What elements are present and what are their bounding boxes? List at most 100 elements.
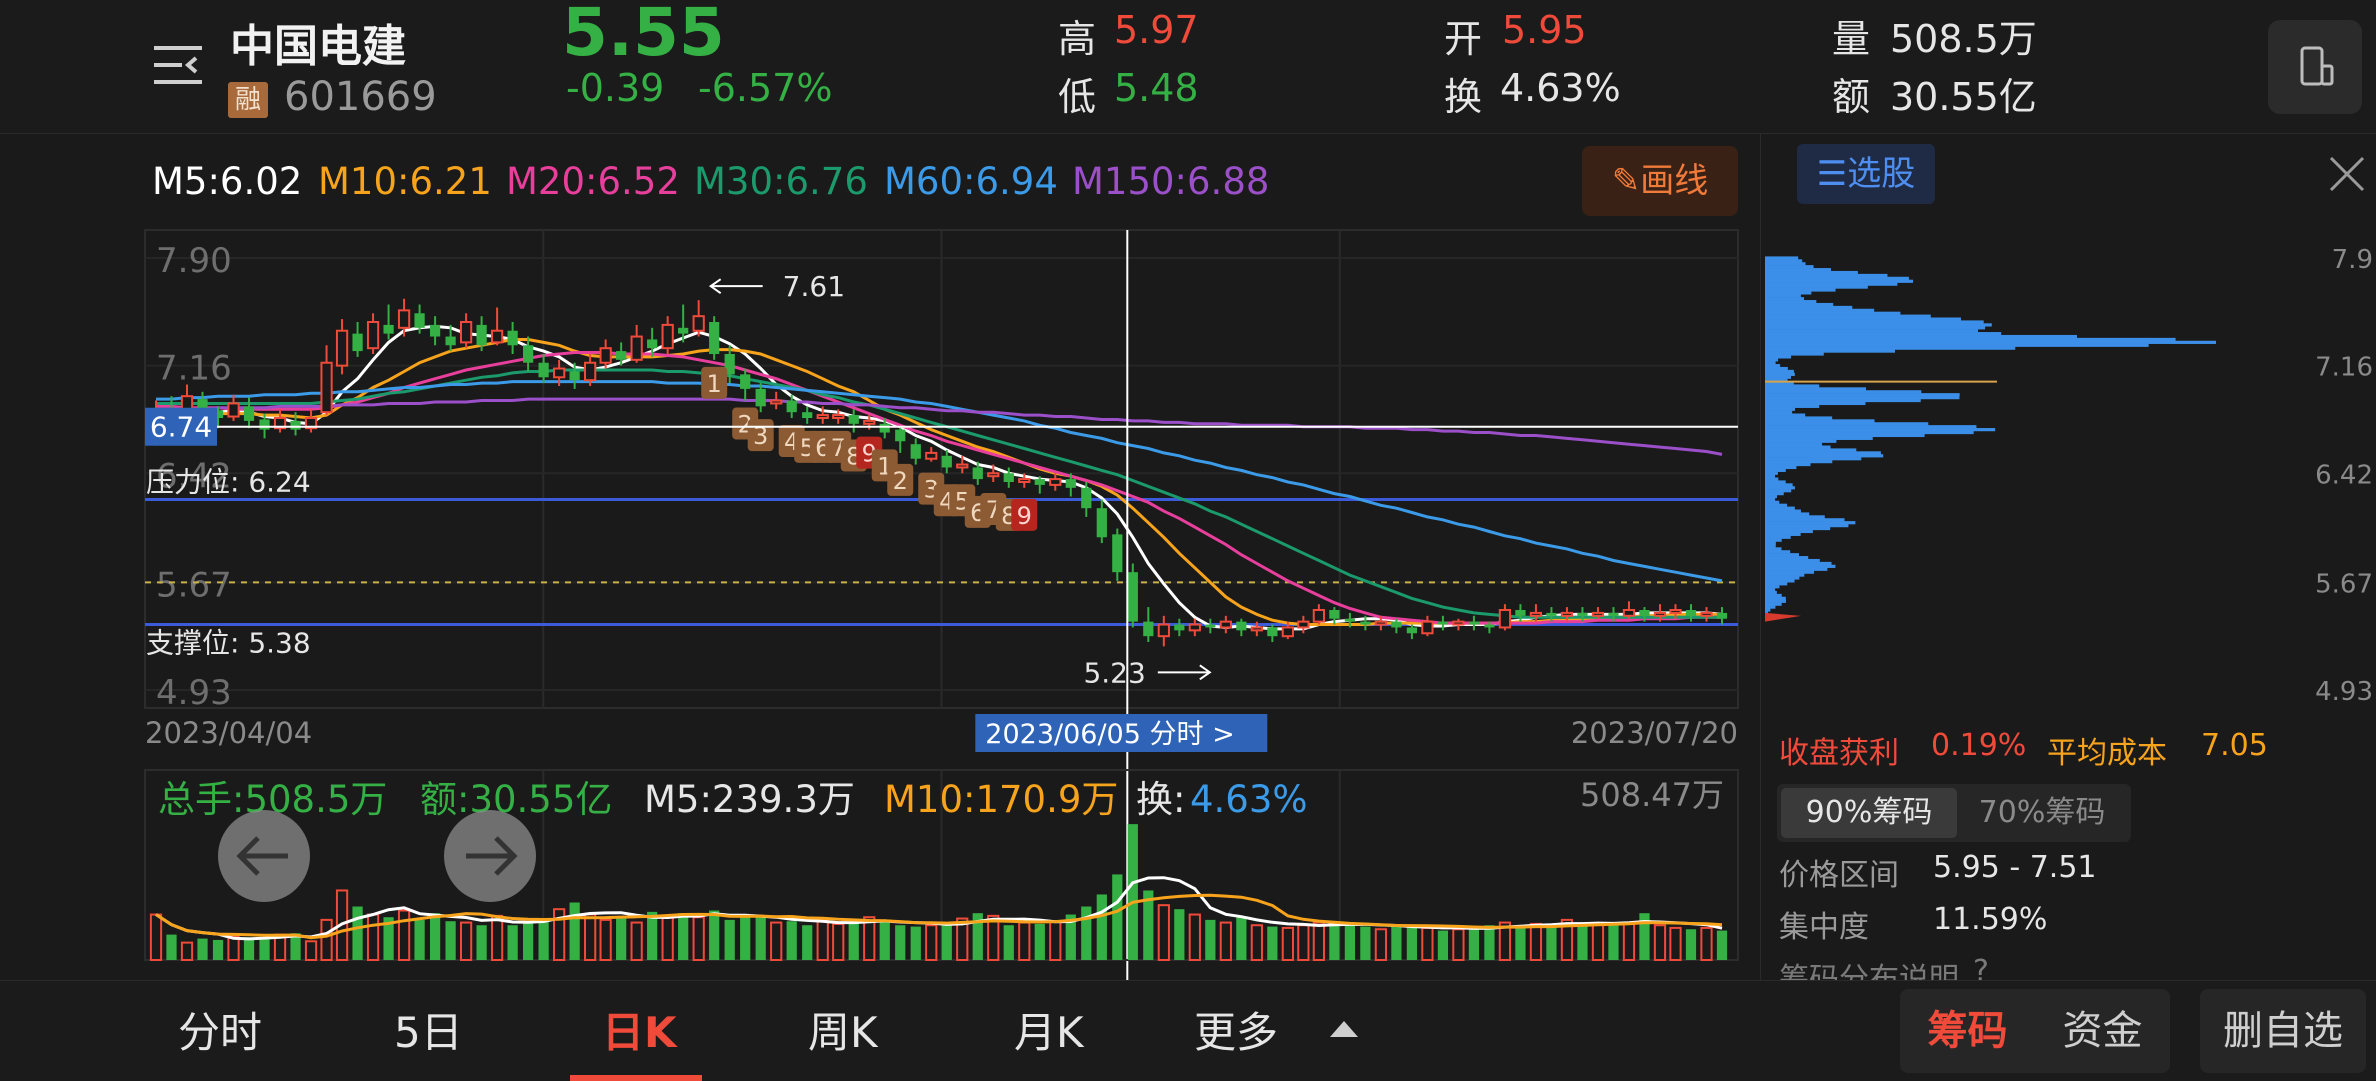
candle-body bbox=[616, 351, 627, 360]
volume-bar bbox=[243, 937, 255, 960]
scroll-left-button[interactable] bbox=[218, 810, 310, 902]
chips-button[interactable]: 筹码 bbox=[1927, 1008, 2008, 1054]
chip-bar bbox=[1765, 465, 1797, 470]
candle-body bbox=[1406, 627, 1418, 634]
chip-y-tick: 5.67 bbox=[2315, 569, 2373, 599]
volume-bar bbox=[1143, 890, 1154, 960]
volume-bar bbox=[1468, 927, 1480, 960]
volume-bar bbox=[863, 916, 876, 962]
volume-bar bbox=[925, 924, 938, 961]
volume-bar bbox=[1236, 917, 1247, 960]
volume-bar bbox=[770, 921, 783, 961]
volume-bar bbox=[1653, 924, 1667, 961]
chip-bar bbox=[1765, 602, 1782, 606]
chip-bar bbox=[1765, 355, 1792, 359]
draw-line-button[interactable]: ✎画线 bbox=[1582, 146, 1738, 216]
chip-bar bbox=[1765, 273, 1888, 278]
support-label: 支撑位: 5.38 bbox=[146, 627, 311, 660]
candle-body bbox=[802, 412, 813, 418]
volume-bar bbox=[848, 922, 859, 960]
tab-weekly-k[interactable]: 周K bbox=[808, 1008, 878, 1057]
menu-icon[interactable] bbox=[152, 42, 204, 88]
volume-bar bbox=[383, 917, 394, 960]
volume-bar bbox=[1608, 925, 1619, 960]
candle-body bbox=[212, 410, 224, 418]
volume-bar bbox=[1391, 925, 1402, 960]
chip-bar bbox=[1765, 369, 1794, 374]
candle-body bbox=[1157, 623, 1170, 638]
chip-bar bbox=[1765, 323, 1992, 327]
volume-bar bbox=[166, 934, 177, 960]
chip-histogram: 7.9 7.16 6.42 5.67 4.93 bbox=[1765, 245, 2373, 707]
candle-body bbox=[1591, 611, 1605, 617]
ma-line-m150 bbox=[156, 397, 1723, 456]
candle-body bbox=[925, 451, 938, 460]
candle-body bbox=[755, 388, 766, 407]
avg-cost-value: 7.05 bbox=[2201, 728, 2268, 763]
tab-90-percent[interactable]: 90%筹码 bbox=[1781, 788, 1957, 838]
remove-watchlist-button[interactable]: 删自选 bbox=[2200, 989, 2366, 1073]
kline-svg[interactable]: 7.90 7.16 6.42 5.67 4.93 压力位: 6.24 支撑位: 5.38 1 2… bbox=[0, 134, 1760, 980]
tab-intraday[interactable]: 分时 bbox=[178, 1008, 263, 1057]
volume-bar bbox=[630, 921, 643, 961]
volume-bar bbox=[1546, 925, 1557, 960]
list-icon: ☰ bbox=[1816, 154, 1848, 194]
chip-bar bbox=[1765, 317, 1961, 321]
tab-70-percent[interactable]: 70%筹码 bbox=[1978, 795, 2106, 830]
candle-body bbox=[335, 329, 349, 367]
volume-bar bbox=[1498, 921, 1512, 961]
help-icon[interactable]: ? bbox=[1973, 954, 1989, 980]
candle-body bbox=[1577, 612, 1588, 616]
chip-bar bbox=[1765, 585, 1780, 589]
chip-bar bbox=[1765, 529, 1813, 534]
chip-bar bbox=[1765, 558, 1820, 563]
td-marker-box bbox=[1011, 498, 1038, 531]
scroll-right-button[interactable] bbox=[444, 810, 536, 902]
volume-bar bbox=[1452, 928, 1465, 961]
resistance-label: 压力位: 6.24 bbox=[146, 465, 311, 498]
chip-bar bbox=[1765, 291, 1812, 295]
chip-bar bbox=[1765, 468, 1786, 472]
tab-monthly-k[interactable]: 月K bbox=[1014, 1008, 1084, 1057]
tab-5day[interactable]: 5日 bbox=[394, 1008, 463, 1057]
chip-bar bbox=[1765, 398, 1921, 403]
volume-bar bbox=[1219, 921, 1232, 961]
candle-body bbox=[445, 336, 456, 346]
candle-body bbox=[661, 323, 674, 350]
candle-body bbox=[1096, 508, 1107, 538]
volume-bar bbox=[180, 941, 194, 961]
arrow-left-icon bbox=[236, 836, 288, 876]
chip-bar bbox=[1765, 282, 1898, 286]
chip-bar bbox=[1765, 611, 1769, 615]
open-label: 开 bbox=[1444, 17, 1483, 61]
ma150-label: M150:6.88 bbox=[1072, 160, 1270, 203]
tab-daily-k[interactable]: 日K bbox=[602, 1008, 677, 1057]
chip-bar bbox=[1765, 515, 1825, 519]
volume-bar bbox=[941, 923, 952, 960]
candle-body bbox=[1344, 618, 1355, 622]
active-tab-indicator bbox=[570, 1075, 702, 1081]
funds-button[interactable]: 资金 bbox=[2062, 1008, 2143, 1054]
volume-bar bbox=[1127, 824, 1138, 960]
landscape-toggle-button[interactable] bbox=[2268, 20, 2362, 114]
chip-bar bbox=[1765, 544, 1776, 548]
close-icon[interactable] bbox=[2327, 154, 2367, 194]
caret-up-icon[interactable] bbox=[1330, 1021, 1358, 1037]
chip-bar bbox=[1765, 512, 1810, 516]
stock-pick-button[interactable]: ☰选股 bbox=[1797, 144, 1935, 204]
volume-bar bbox=[259, 938, 270, 960]
candle-body bbox=[1391, 621, 1402, 628]
chip-bar bbox=[1765, 407, 1796, 411]
candle-body bbox=[1143, 621, 1154, 637]
min-arrow-head bbox=[1199, 664, 1212, 681]
candle-body bbox=[647, 339, 658, 349]
candle-body bbox=[1452, 620, 1465, 626]
volume-bar bbox=[445, 921, 456, 960]
candle-body bbox=[1622, 609, 1636, 617]
candle-body bbox=[599, 347, 612, 364]
amount-value: 30.55亿 bbox=[1890, 75, 2037, 119]
chip-explain-label[interactable]: 筹码分布说明 bbox=[1779, 962, 1959, 980]
chip-bar bbox=[1765, 294, 1801, 298]
tab-more[interactable]: 更多 bbox=[1194, 1008, 1279, 1057]
candle-body bbox=[459, 321, 473, 344]
